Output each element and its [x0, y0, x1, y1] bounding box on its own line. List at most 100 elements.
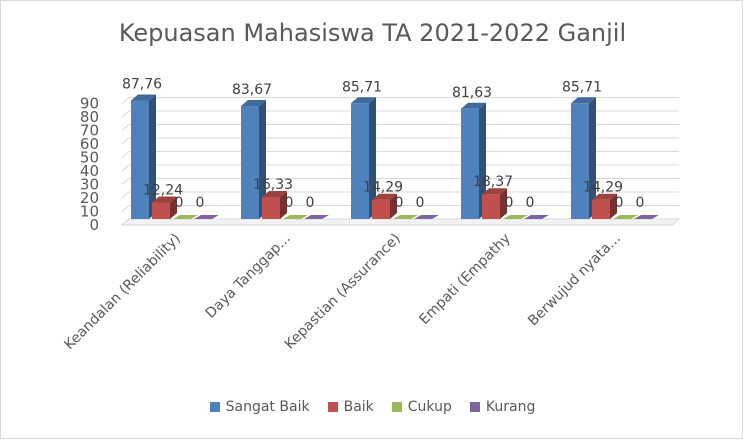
y-tick-label: 10: [80, 203, 99, 221]
bar-flat: [173, 215, 198, 219]
bar-top: [131, 94, 156, 101]
y-tick-label: 20: [80, 189, 99, 207]
data-label: 87,76: [122, 77, 162, 93]
legend-item: Sangat Baik: [209, 399, 310, 415]
y-tick-label: 30: [80, 176, 99, 194]
y-tick-label: 60: [80, 135, 99, 153]
data-label: 0: [285, 195, 294, 211]
gridline-depth: [121, 110, 130, 118]
bar-side: [280, 190, 287, 219]
gridline-depth: [121, 97, 130, 104]
bar-top: [372, 193, 397, 200]
data-label: 12,24: [143, 182, 183, 198]
category-label: Kepastian (Assurance): [282, 231, 404, 353]
bar-front: [571, 103, 589, 219]
bar-front: [482, 194, 500, 219]
bar-front: [461, 108, 479, 219]
bar-top: [461, 102, 486, 109]
legend-swatch: [391, 402, 402, 412]
data-label: 0: [505, 195, 514, 211]
legend-swatch: [327, 402, 338, 412]
bar-side: [149, 94, 156, 219]
bar-side: [170, 196, 177, 219]
data-label: 0: [636, 195, 645, 211]
legend-label: Cukup: [407, 399, 452, 415]
legend-swatch: [209, 402, 220, 412]
data-label: 0: [175, 195, 184, 211]
data-label: 83,67: [232, 82, 272, 98]
bar-side: [369, 97, 376, 219]
legend-item: Kurang: [469, 399, 536, 415]
bar-side: [610, 193, 617, 219]
data-label: 0: [196, 195, 205, 211]
bar-side: [479, 102, 486, 219]
data-label: 0: [395, 195, 404, 211]
legend-label: Kurang: [485, 399, 536, 415]
data-label: 0: [306, 195, 315, 211]
data-label: 0: [416, 195, 425, 211]
category-label: Daya Tanggap...: [203, 231, 294, 322]
data-label: 18,37: [473, 174, 513, 190]
legend-label: Sangat Baik: [225, 399, 310, 415]
bar-flat: [393, 215, 418, 219]
y-tick-label: 90: [80, 95, 99, 113]
bar-front: [262, 196, 280, 219]
bar-front: [592, 199, 610, 219]
legend-label: Baik: [343, 399, 374, 415]
legend-swatch: [469, 402, 480, 412]
category-label: Keandalan (Reliability): [61, 231, 183, 353]
data-label: 14,29: [583, 180, 623, 196]
legend-item: Cukup: [391, 399, 452, 415]
bar-flat: [524, 215, 549, 219]
chart-floor: [120, 218, 681, 226]
y-tick-label: 40: [80, 162, 99, 180]
gridline-depth: [121, 218, 130, 226]
data-label: 0: [615, 195, 624, 211]
bar-flat: [634, 215, 659, 219]
gridline-depth: [121, 205, 130, 212]
bar-side: [259, 100, 266, 219]
bar-top: [571, 97, 596, 104]
bar-front: [241, 106, 259, 219]
gridline-depth: [121, 164, 130, 172]
bar-flat: [194, 215, 219, 219]
y-tick-label: 70: [80, 122, 99, 140]
data-label: 14,29: [363, 180, 403, 196]
gridline-depth: [121, 178, 130, 185]
data-label: 0: [526, 195, 535, 211]
bar-side: [500, 188, 507, 219]
bar-top: [482, 188, 507, 195]
bar-side: [390, 193, 397, 219]
chart-title: Kepuasan Mahasiswa TA 2021-2022 Ganjil: [118, 19, 627, 47]
gridline-depth: [121, 191, 130, 199]
y-tick-label: 80: [80, 108, 99, 126]
chart-legend: Sangat Baik Baik Cukup Kurang: [1, 399, 743, 415]
category-label: Empati (Empathy: [416, 231, 513, 328]
bar-front: [372, 199, 390, 219]
category-label: Berwujud nyata...: [525, 231, 624, 330]
bar-top: [241, 100, 266, 107]
gridline-depth: [121, 151, 130, 158]
data-label: 16,33: [253, 177, 293, 193]
data-label: 85,71: [342, 79, 382, 95]
bar-flat: [414, 215, 439, 219]
gridline-depth: [121, 137, 130, 145]
bar-front: [351, 103, 369, 219]
bar-front: [152, 202, 170, 219]
bar-top: [592, 193, 617, 200]
bar-flat: [304, 215, 329, 219]
bar-top: [262, 190, 287, 197]
bar-side: [589, 97, 596, 219]
bar-flat: [283, 215, 308, 219]
y-tick-label: 50: [80, 149, 99, 167]
bar-flat: [503, 215, 528, 219]
data-label: 85,71: [562, 79, 602, 95]
bar-front: [131, 100, 149, 219]
bar-flat: [613, 215, 638, 219]
legend-item: Baik: [327, 399, 374, 415]
y-tick-label: 0: [89, 216, 99, 234]
bar-top: [351, 97, 376, 104]
data-label: 81,63: [452, 85, 492, 101]
